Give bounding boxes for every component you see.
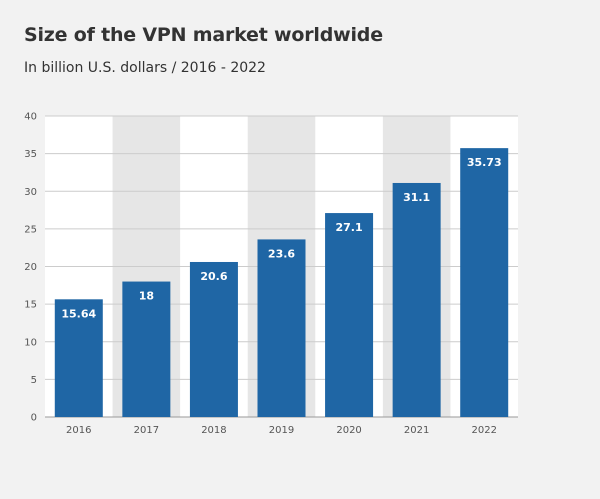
y-tick-label: 10 (24, 337, 37, 348)
data-label-2020: 27.1 (336, 221, 363, 234)
y-tick-label: 20 (24, 262, 37, 273)
bar-2016 (54, 299, 103, 417)
x-tick-label: 2021 (404, 425, 429, 436)
y-tick-label: 5 (31, 375, 37, 386)
y-tick-label: 35 (24, 149, 37, 160)
x-tick-label: 2016 (66, 425, 91, 436)
data-label-2017: 18 (139, 290, 154, 303)
x-tick-label: 2020 (336, 425, 361, 436)
data-label-2019: 23.6 (268, 247, 295, 260)
x-tick-label: 2017 (134, 425, 159, 436)
data-label-2022: 35.73 (467, 156, 502, 169)
bar-2022 (460, 148, 509, 417)
chart-subtitle: In billion U.S. dollars / 2016 - 2022 (24, 60, 266, 76)
bar-2021 (392, 182, 441, 417)
data-label-2016: 15.64 (61, 307, 96, 320)
x-tick-label: 2022 (471, 425, 496, 436)
y-tick-label: 15 (24, 300, 37, 311)
chart-title: Size of the VPN market worldwide (24, 24, 383, 46)
x-tick-label: 2019 (269, 425, 294, 436)
data-label-2021: 31.1 (403, 191, 430, 204)
y-tick-label: 25 (24, 224, 37, 235)
data-label-2018: 20.6 (200, 270, 227, 283)
y-tick-label: 0 (31, 413, 37, 424)
y-tick-label: 30 (24, 187, 37, 198)
bar-2019 (257, 239, 306, 417)
bar-2020 (325, 213, 374, 417)
bar-2018 (189, 261, 238, 417)
x-tick-label: 2018 (201, 425, 226, 436)
y-tick-label: 40 (24, 112, 37, 123)
bar-2017 (122, 281, 171, 417)
